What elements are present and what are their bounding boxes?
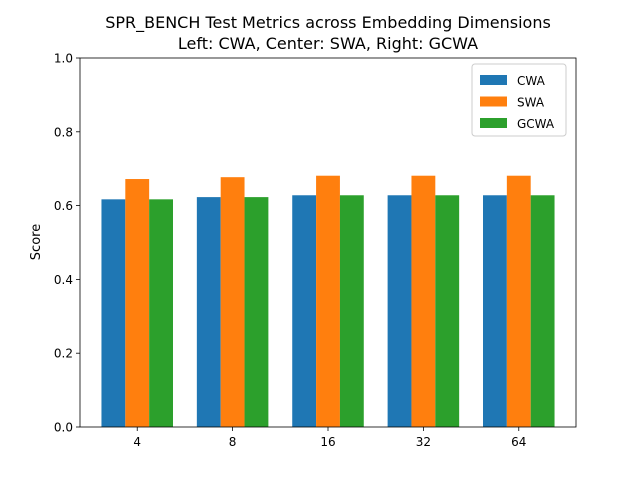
axes-frame: [79, 57, 577, 428]
bar-cwa-8: [196, 197, 221, 427]
bar-gcwa-4: [149, 199, 173, 427]
bar-gcwa-8: [244, 197, 269, 427]
bar-cwa-64: [483, 195, 507, 427]
bar-swa-8: [220, 177, 245, 427]
bar-cwa-32: [387, 195, 412, 427]
bar-cwa-16: [292, 195, 317, 427]
y-tick-label: 0.2: [54, 347, 73, 361]
chart-title-line2: Left: CWA, Center: SWA, Right: GCWA: [178, 34, 478, 53]
x-tick-label: 64: [511, 435, 526, 449]
bar-swa-4: [125, 179, 150, 427]
y-tick-label: 0.0: [54, 421, 73, 435]
legend-swatch-gcwa: [480, 118, 507, 128]
x-tick-label: 32: [416, 435, 431, 449]
legend-swatch-cwa: [480, 75, 507, 85]
legend-label-cwa: CWA: [517, 74, 546, 88]
bar-gcwa-64: [530, 195, 555, 427]
legend: CWA SWA GCWA: [471, 63, 567, 137]
bar-swa-16: [316, 175, 340, 427]
y-tick-label: 0.6: [54, 199, 73, 213]
chart-title-line1: SPR_BENCH Test Metrics across Embedding …: [105, 13, 551, 33]
y-axis-label: Score: [29, 224, 44, 260]
x-tick-label: 8: [229, 435, 237, 449]
plot-area: 0.0 0.2 0.4 0.6 0.8 1.0 4 8 16 32 64: [54, 52, 577, 449]
y-tick-label: 1.0: [54, 52, 73, 66]
bar-swa-32: [411, 175, 436, 427]
bar-cwa-4: [101, 199, 126, 427]
legend-label-swa: SWA: [517, 96, 545, 110]
y-tick-label: 0.4: [54, 273, 73, 287]
y-tick-label: 0.8: [54, 125, 73, 139]
bar-swa-64: [506, 175, 531, 427]
legend-swatch-swa: [480, 96, 507, 107]
bar-gcwa-16: [339, 195, 364, 427]
legend-label-gcwa: GCWA: [517, 117, 555, 131]
bar-gcwa-32: [435, 195, 460, 427]
x-tick-label: 16: [320, 435, 335, 449]
x-tick-label: 4: [133, 435, 141, 449]
